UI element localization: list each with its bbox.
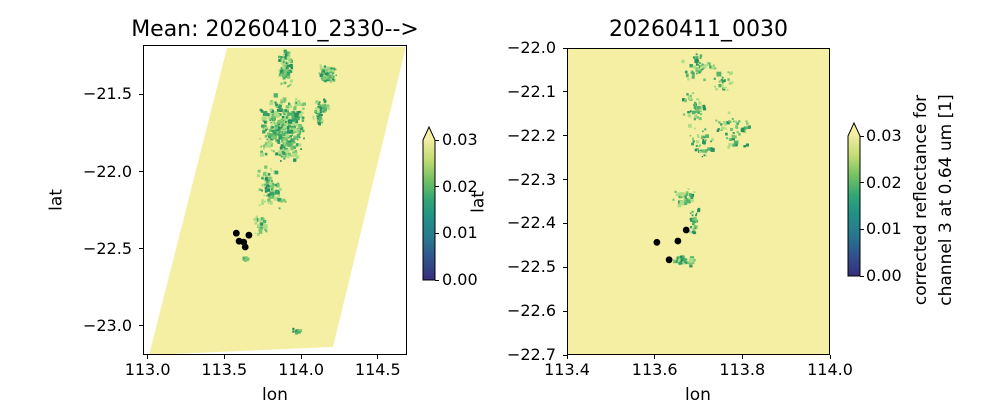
y-tick-label: −23.0 [82,315,132,335]
y-tick-mark [563,222,567,224]
y-tick-mark [563,135,567,137]
y-tick-mark [563,91,567,93]
colorbar-outline [422,125,436,281]
fire-pixel-dot [674,237,682,245]
x-tick-mark [829,355,831,359]
x-tick-label: 113.4 [544,360,590,379]
fire-pixel-dot [653,238,661,246]
x-tick-mark [377,355,379,359]
y-tick-label: −22.3 [506,169,556,189]
y-tick-mark [563,354,567,356]
fire-pixel-dot [682,226,690,234]
colorbar-tick-label: 0.02 [866,172,902,192]
y-tick-mark [563,47,567,49]
fire-pixel-dot [665,256,673,264]
y-tick-mark [563,179,567,181]
x-tick-label: 114.5 [354,360,401,379]
axes-frame [567,48,830,355]
y-tick-mark [139,325,143,327]
y-tick-mark [139,171,143,172]
satellite-swath [567,48,830,355]
colorbar-tick-mark [435,186,439,188]
x-tick-label: 114.0 [807,360,853,379]
left-plot-xlabel: lon [262,385,288,400]
y-tick-label: −22.5 [506,257,556,277]
colorbar-tick-mark [435,139,439,141]
y-tick-label: −22.6 [506,301,556,321]
x-tick-mark [654,355,656,359]
colorbar-tick-mark [860,135,864,137]
x-tick-mark [566,355,568,359]
y-tick-mark [563,266,567,268]
left-colorbar [422,125,436,281]
y-tick-mark [563,310,567,312]
y-tick-label: −21.5 [82,84,132,104]
colorbar-tick-label: 0.03 [866,126,902,145]
y-tick-label: −22.0 [506,38,556,57]
reflectance-speckles [672,53,751,268]
left-map-plot [143,45,407,355]
fire-pixel-dot [245,231,253,239]
y-tick-label: −22.1 [506,81,556,101]
fire-pixel-dot [232,229,240,237]
axes-frame [143,45,407,355]
x-tick-label: 113.6 [631,360,678,379]
right-plot-title: 20260411_0030 [609,17,788,42]
x-tick-mark [300,355,302,359]
colorbar-tick-label: 0.00 [866,266,902,285]
colorbar-tick-mark [860,275,864,277]
y-tick-label: −22.7 [506,345,556,364]
colorbar-tick-label: 0.02 [442,176,478,196]
colorbar-tick-label: 0.00 [442,270,478,289]
left-plot-ylabel: lat [46,189,67,211]
x-tick-label: 113.8 [719,360,766,379]
colorbar-gradient [848,136,860,276]
fire-pixel-dot [241,243,249,251]
x-tick-mark [223,355,225,359]
x-tick-mark [741,355,743,359]
colorbar-outline [847,121,861,277]
colorbar-tick-mark [860,182,864,184]
y-tick-label: −22.2 [506,125,556,145]
right-colorbar-label: corrected reflectance for channel 3 at 0… [909,94,959,305]
right-colorbar [847,121,861,277]
x-tick-label: 113.5 [201,360,248,379]
colorbar-tick-mark [860,228,864,230]
colorbar-tick-mark [435,279,439,281]
colorbar-tick-label: 0.01 [442,223,478,243]
y-tick-label: −22.5 [82,238,132,258]
x-tick-label: 114.0 [278,360,324,379]
colorbar-gradient [423,140,435,280]
colorbar-tick-mark [435,232,439,234]
y-tick-mark [139,93,143,95]
y-tick-mark [139,248,143,250]
reflectance-speckles [242,49,337,335]
fire-pixel-dot [235,237,243,245]
x-tick-mark [147,355,149,359]
colorbar-tick-label: 0.03 [442,130,478,149]
right-map-plot [567,48,830,355]
colorbar-tick-label: 0.01 [866,219,902,239]
colorbar-extend-arrow [848,123,860,136]
colorbar-extend-arrow [423,127,435,140]
y-tick-label: −22.0 [82,161,132,181]
left-plot-title: Mean: 20260410_2330--> [131,17,419,42]
right-plot-xlabel: lon [685,385,711,400]
y-tick-label: −22.4 [506,213,556,233]
right-colorbar-label-line2: channel 3 at 0.64 um [1] [936,94,956,306]
right-colorbar-label-line1: corrected reflectance for [911,94,931,306]
x-tick-label: 113.0 [124,360,171,379]
